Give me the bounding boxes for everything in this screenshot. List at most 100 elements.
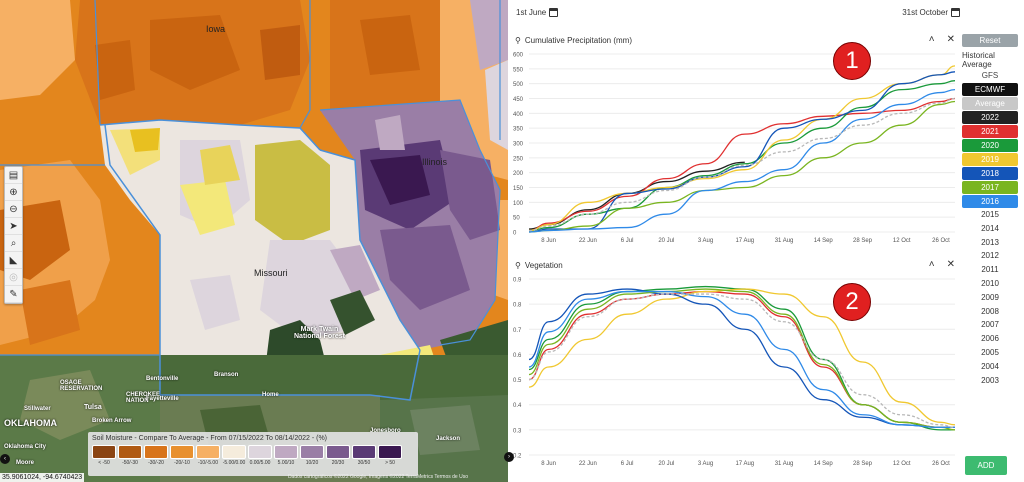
soil-moisture-map[interactable]: Iowa Illinois Missouri Mark Twain Nation… [0,0,508,482]
series-button-2021[interactable]: 2021 [962,125,1018,138]
map-label-moore: Moore [16,460,34,466]
legend-label: -10/-5.00 [197,460,218,466]
layers-icon[interactable]: ▤ [5,167,22,184]
x-tick-label: 8 Jun [541,238,556,244]
y-tick-label: 150 [513,186,524,192]
y-tick-label: 500 [513,82,524,88]
y-tick-label: 0.4 [513,403,522,409]
collapse-chevron-icon[interactable]: ˄ [928,34,935,45]
precip-title: Cumulative Precipitation (mm) [524,36,632,45]
legend-swatch [222,445,246,459]
legend-item: -50/-30 [118,445,142,466]
y-tick-label: 100 [513,201,524,207]
year-item-2012[interactable]: 2012 [981,251,999,261]
series-line-average [528,97,956,232]
start-date[interactable]: 1st June [516,8,559,17]
collapse-left-icon[interactable]: ‹ [0,454,10,464]
y-tick-label: 0.8 [513,303,522,309]
year-list: 2015 2014 2013 2012 2011 2010 2009 2008 2007 2006… [962,208,1018,387]
legend-swatch [300,445,324,459]
series-button-2016[interactable]: 2016 [962,195,1018,208]
locate-icon[interactable]: ◎ [5,269,22,286]
series-button-average[interactable]: Average [962,97,1018,110]
series-button-2022[interactable]: 2022 [962,111,1018,124]
year-item-2009[interactable]: 2009 [981,292,999,302]
x-tick-label: 12 Oct [893,238,911,244]
x-tick-label: 20 Jul [658,238,674,244]
legend-swatch [378,445,402,459]
series-line-2018 [528,71,956,233]
close-icon[interactable]: ✕ [946,259,955,270]
map-label-home: Home [262,392,279,398]
collapse-chevron-icon[interactable]: ˄ [928,259,935,270]
legend-swatch [92,445,116,459]
legend-item: -5.00/0.00 [222,445,246,466]
y-tick-label: 550 [513,67,524,73]
x-tick-label: 14 Sep [814,238,834,244]
map-label-branson: Branson [214,372,239,378]
year-item-2011[interactable]: 2011 [981,265,999,275]
y-tick-label: 250 [513,156,524,162]
year-item-2010[interactable]: 2010 [981,278,999,288]
series-line-2019 [528,65,956,232]
legend-item: 20/30 [326,445,350,466]
series-line-2019 [528,288,956,426]
calendar-icon[interactable] [549,8,559,17]
series-line-2017 [528,288,956,431]
calendar-icon[interactable] [951,8,960,17]
zoom-in-icon[interactable]: ⊕ [5,184,22,201]
drag-handle-icon[interactable]: ⚲ [515,36,521,45]
gfs-toggle[interactable]: GFS [981,71,999,80]
year-item-2006[interactable]: 2006 [981,334,999,344]
y-tick-label: 0.7 [513,328,522,334]
series-line-2021 [528,97,956,232]
search-icon[interactable]: ⌕ [5,235,22,252]
legend-title: Soil Moisture - Compare To Average - Fro… [92,435,328,442]
series-button-2017[interactable]: 2017 [962,181,1018,194]
map-regions [0,0,508,482]
end-date-label: 31st October [902,8,948,17]
series-button-ecmwf[interactable]: ECMWF [962,83,1018,96]
legend-item: 10/20 [300,445,324,466]
x-tick-label: 3 Aug [698,238,713,244]
series-button-2019[interactable]: 2019 [962,153,1018,166]
navigate-icon[interactable]: ➤ [5,218,22,235]
map-label-iowa: Iowa [206,24,226,34]
year-item-2013[interactable]: 2013 [981,237,999,247]
x-tick-label: 17 Aug [735,238,754,244]
legend-label: 30/50 [357,460,371,466]
year-item-2014[interactable]: 2014 [981,223,999,233]
collapse-panel-icon[interactable]: › [504,452,514,462]
legend-label: 20/30 [331,460,345,466]
zoom-out-icon[interactable]: ⊖ [5,201,22,218]
reset-button[interactable]: Reset [962,34,1018,47]
add-button[interactable]: ADD [965,456,1007,475]
year-item-2015[interactable]: 2015 [981,210,999,219]
x-tick-label: 6 Jul [621,238,634,244]
legend-label: -20/-10 [174,460,190,466]
year-item-2005[interactable]: 2005 [981,347,999,357]
series-line-2020 [528,80,956,232]
date-range-bar: 1st June 31st October [516,8,960,24]
map-label-jackson: Jackson [436,436,461,442]
veg-chart: 0.2 0.3 0.4 0.5 0.6 0.7 0.8 0.9 8 Jun 22 Jun 6 Jul… [513,278,956,467]
year-item-2003[interactable]: 2003 [981,375,999,385]
drag-handle-icon[interactable]: ⚲ [515,261,521,270]
series-button-2018[interactable]: 2018 [962,167,1018,180]
year-item-2008[interactable]: 2008 [981,306,999,316]
y-tick-label: 200 [513,171,524,177]
year-item-2004[interactable]: 2004 [981,361,999,371]
y-tick-label: 0.9 [513,278,522,284]
year-item-2007[interactable]: 2007 [981,320,999,330]
close-icon[interactable]: ✕ [946,34,955,45]
end-date[interactable]: 31st October [902,8,960,17]
draw-icon[interactable]: ✎ [5,286,22,303]
map-toolbar: ▤ ⊕ ⊖ ➤ ⌕ ◣ ◎ ✎ [4,166,23,304]
measure-icon[interactable]: ◣ [5,252,22,269]
x-tick-label: 3 Aug [698,461,713,467]
series-button-2020[interactable]: 2020 [962,139,1018,152]
legend-label: 5.00/10 [277,460,295,466]
map-label-mark-twain: Mark Twain National Forest [294,326,345,340]
legend-item: 0.00/5.00 [248,445,272,466]
legend-swatch [352,445,376,459]
